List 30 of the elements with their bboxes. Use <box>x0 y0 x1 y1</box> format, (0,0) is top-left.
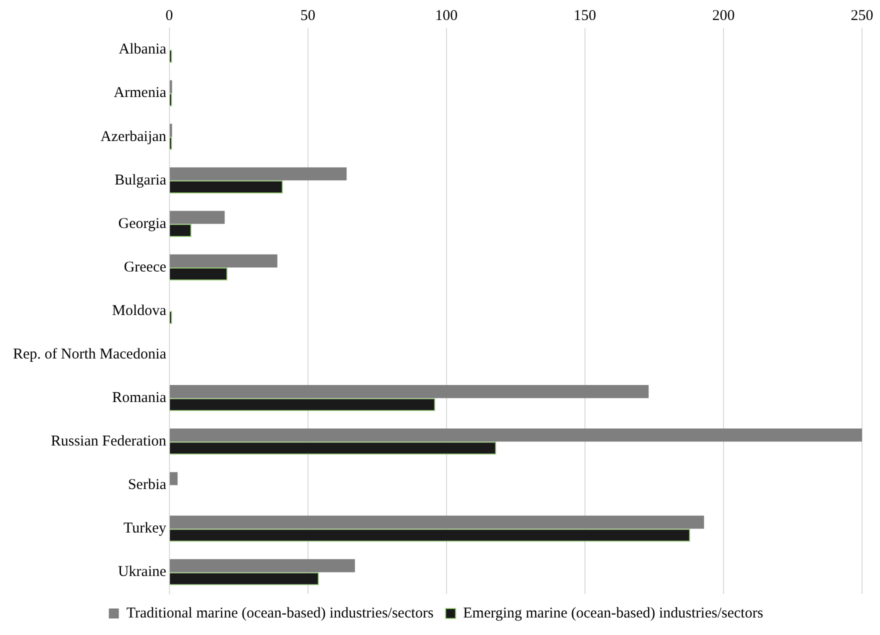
bar <box>170 472 178 486</box>
x-tick-label: 200 <box>712 8 735 24</box>
legend-label: Traditional marine (ocean-based) industries/sectors <box>126 605 434 622</box>
legend-label: Emerging marine (ocean-based) industries/sectors <box>463 605 764 622</box>
x-tick-label: 0 <box>166 8 174 24</box>
y-tick-label: Armenia <box>114 85 167 102</box>
y-tick-label: Bulgaria <box>114 172 167 188</box>
bar <box>170 428 862 442</box>
bar <box>170 80 172 94</box>
bar <box>170 559 355 572</box>
x-tick-label: 250 <box>850 8 874 24</box>
bar <box>170 254 278 268</box>
bar <box>170 385 649 398</box>
bar <box>170 516 704 529</box>
x-tick-label: 150 <box>574 8 596 24</box>
y-tick-label: Turkey <box>123 520 167 537</box>
y-tick-label: Greece <box>124 259 167 276</box>
bar <box>170 167 347 180</box>
x-tick-label: 50 <box>300 8 316 24</box>
y-tick-label: Rep. of North Macedonia <box>12 346 167 362</box>
y-tick-label: Albania <box>118 42 167 58</box>
y-tick-label: Russian Federation <box>50 434 167 450</box>
y-tick-label: Serbia <box>128 477 167 494</box>
y-tick-label: Moldova <box>112 302 167 319</box>
y-tick-label: Ukraine <box>118 564 167 580</box>
y-tick-label: Georgia <box>118 216 167 232</box>
y-tick-label: Azerbaijan <box>100 128 167 145</box>
bar <box>170 210 225 224</box>
y-tick-label: Romania <box>112 390 167 406</box>
x-tick-label: 100 <box>435 8 458 24</box>
